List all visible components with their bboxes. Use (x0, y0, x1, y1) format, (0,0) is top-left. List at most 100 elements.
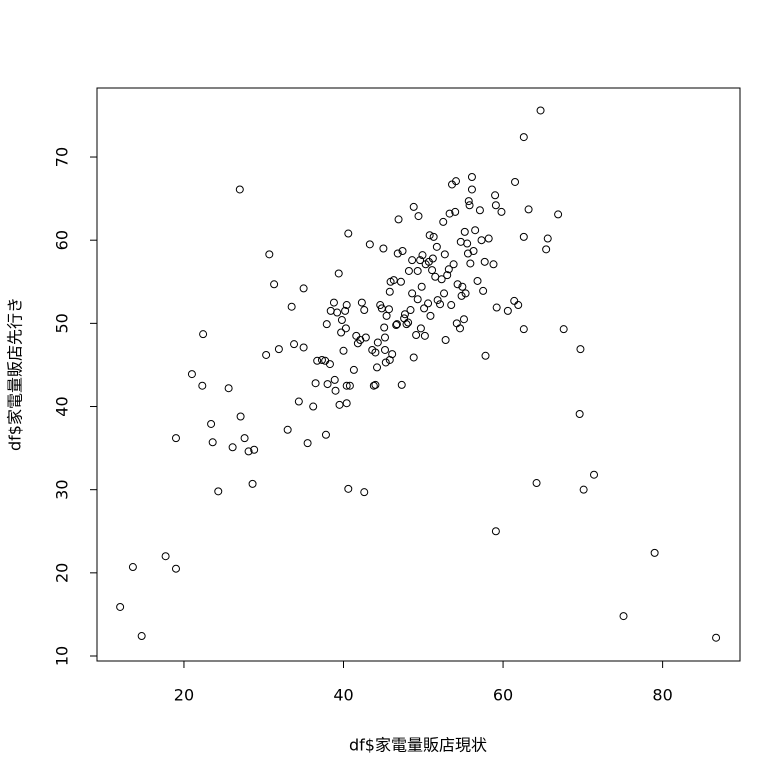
point (475, 206, 484, 215)
point (334, 269, 343, 278)
point (373, 363, 382, 372)
point (397, 380, 406, 389)
point (352, 331, 361, 340)
x-tick-label: 20 (174, 686, 194, 705)
point (590, 470, 599, 479)
point (464, 197, 473, 206)
point (463, 239, 472, 248)
point (519, 133, 528, 142)
point (576, 345, 585, 354)
y-tick-label: 40 (53, 396, 72, 416)
point (283, 425, 292, 434)
point (426, 311, 435, 320)
point (409, 353, 418, 362)
point (373, 338, 382, 347)
point (457, 291, 466, 300)
point (198, 381, 207, 390)
point (440, 289, 449, 298)
point (199, 330, 208, 339)
point (379, 244, 388, 253)
point (514, 301, 523, 310)
point (559, 325, 568, 334)
point (392, 320, 401, 329)
point (337, 328, 346, 337)
point (428, 254, 437, 263)
point (510, 296, 519, 305)
point (439, 217, 448, 226)
point (299, 284, 308, 293)
point (349, 365, 358, 374)
point (542, 245, 551, 254)
point (299, 343, 308, 352)
point (479, 286, 488, 295)
point (317, 355, 326, 364)
point (408, 289, 417, 298)
point (519, 232, 528, 241)
point (406, 306, 415, 315)
point (357, 298, 366, 307)
point (458, 282, 467, 291)
x-axis-label: df$家電量販店現状 (349, 736, 487, 755)
point (341, 306, 350, 315)
point (456, 237, 465, 246)
point (398, 247, 407, 256)
point (345, 381, 354, 390)
point (497, 207, 506, 216)
point (326, 306, 335, 315)
point (333, 308, 342, 317)
point (361, 333, 370, 342)
x-tick-label: 60 (493, 686, 513, 705)
point (425, 231, 434, 240)
point (335, 400, 344, 409)
point (128, 563, 137, 572)
point (371, 380, 380, 389)
point (171, 564, 180, 573)
point (224, 384, 233, 393)
point (270, 280, 279, 289)
point (519, 325, 528, 334)
point (187, 370, 196, 379)
point (344, 229, 353, 238)
point (323, 380, 332, 389)
point (511, 177, 520, 186)
point (418, 251, 427, 260)
point (491, 527, 500, 536)
point (342, 381, 351, 390)
point (341, 324, 350, 333)
point (451, 207, 460, 216)
x-tick-label: 80 (652, 686, 672, 705)
point (137, 632, 146, 641)
point (473, 276, 482, 285)
point (313, 356, 322, 365)
point (309, 402, 318, 411)
point (290, 340, 299, 349)
point (360, 488, 369, 497)
point (235, 185, 244, 194)
x-tick-label: 40 (333, 686, 353, 705)
point (412, 330, 421, 339)
point (420, 331, 429, 340)
point (394, 215, 403, 224)
point (441, 335, 450, 344)
point (416, 256, 425, 265)
point (414, 212, 423, 221)
point (459, 315, 468, 324)
point (579, 485, 588, 494)
point (543, 234, 552, 243)
point (384, 305, 393, 314)
point (575, 410, 584, 419)
point (491, 191, 500, 200)
point (554, 210, 563, 219)
point (371, 348, 380, 357)
point (451, 177, 460, 186)
point (416, 324, 425, 333)
point (385, 287, 394, 296)
point (381, 358, 390, 367)
y-tick-label: 50 (53, 313, 72, 333)
y-tick-label: 70 (53, 147, 72, 167)
point (392, 321, 401, 330)
point (342, 399, 351, 408)
point (460, 227, 469, 236)
point (712, 633, 721, 642)
point (250, 445, 259, 454)
